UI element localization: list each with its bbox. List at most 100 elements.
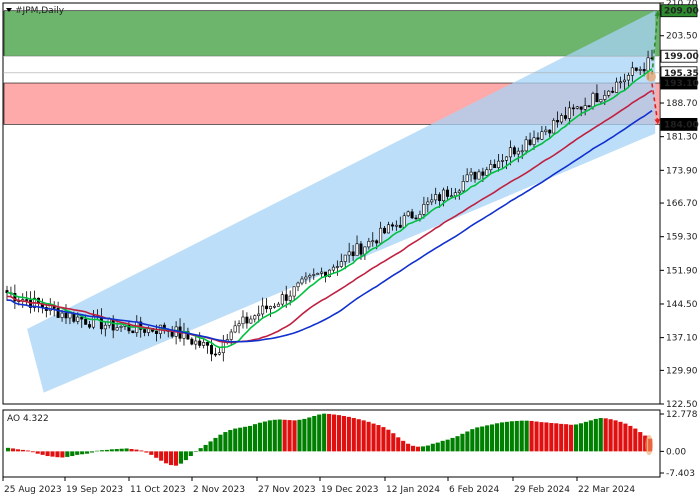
ao-bar [168, 451, 174, 466]
ao-bar [213, 437, 218, 452]
ao-bar [292, 420, 297, 452]
ao-bar [386, 429, 391, 452]
candle-body [115, 327, 119, 331]
candle-body [386, 224, 390, 234]
candle-body [304, 276, 308, 280]
moving-average-1 [6, 89, 653, 344]
ao-bar [267, 420, 272, 452]
candle-body [355, 243, 359, 257]
ao-bar [366, 421, 371, 452]
ao-bar [144, 451, 149, 453]
ao-bar [415, 446, 421, 452]
ao-bar [633, 428, 638, 452]
candle-body [68, 312, 72, 319]
candle-body [76, 316, 80, 322]
candle-body [331, 266, 335, 271]
candle-body [504, 156, 508, 161]
ao-bar [613, 420, 618, 452]
price-tick-label: 122.50 [666, 400, 698, 410]
ao-bar [248, 425, 253, 452]
candle-body [512, 147, 516, 155]
candle-body [292, 286, 296, 297]
ao-bar [608, 419, 613, 452]
ao-bar [15, 449, 21, 452]
candle-body [587, 105, 591, 108]
candle-body [410, 211, 414, 219]
ao-bar [282, 419, 287, 452]
ao-bar [406, 443, 411, 452]
ao-bar [272, 419, 277, 452]
candle-body [390, 224, 394, 227]
moving-average-2 [6, 110, 653, 343]
candle-body [194, 340, 198, 345]
candle-body [13, 293, 17, 302]
ao-bar [198, 448, 203, 452]
candle-body [60, 312, 64, 318]
ao-bar [410, 445, 416, 452]
candle-body [501, 160, 505, 162]
ao-bar [327, 413, 332, 452]
ao-bar [238, 427, 243, 452]
ao-bar [139, 450, 144, 452]
candle-body [599, 99, 603, 103]
ao-bar [10, 448, 16, 452]
time-tick-label: 6 Feb 2024 [449, 485, 500, 495]
ao-bar [381, 427, 386, 452]
time-tick-label: 19 Dec 2023 [321, 485, 379, 495]
ao-bar [80, 451, 85, 455]
ao-bar [618, 421, 623, 452]
candle-body [442, 189, 446, 202]
ao-bar [208, 441, 213, 452]
candle-body [477, 171, 481, 180]
ao-bar [455, 436, 460, 452]
ao-bar [524, 420, 529, 452]
ao-bar [628, 425, 633, 452]
ao-bar [588, 420, 593, 452]
moving-average-0 [6, 68, 653, 349]
candle-body [457, 190, 461, 193]
ao-bar [134, 449, 139, 452]
candle-body [622, 79, 626, 83]
price-tick-label: 188.70 [666, 99, 698, 109]
horizontal-lines-layer [3, 55, 660, 74]
price-marker-label: 209.00 [664, 7, 699, 17]
candle-body [143, 329, 147, 333]
candle-body [493, 164, 497, 168]
candle-body [241, 316, 245, 325]
ao-bar [262, 421, 267, 452]
ao-bar [50, 451, 55, 457]
ao-bar [277, 419, 282, 452]
ao-bar [331, 414, 337, 452]
candle-body [269, 306, 273, 310]
ao-tick-label: 0.00 [666, 447, 686, 457]
ao-bar [302, 418, 307, 452]
ao-bar [435, 442, 440, 452]
price-marker-box [660, 4, 698, 18]
candle-body [339, 261, 343, 267]
price-tick-label: 166.70 [666, 199, 698, 209]
candle-body [465, 174, 469, 182]
ao-bar [20, 449, 25, 452]
candle-body [359, 243, 363, 255]
ao-bar [420, 446, 426, 452]
candle-body [438, 194, 442, 202]
ao-bar [89, 451, 95, 453]
candle-body [249, 318, 253, 324]
ao-bar [243, 426, 248, 452]
candle-body [154, 330, 158, 334]
price-tick-label: 144.50 [666, 300, 698, 310]
ao-bar [356, 419, 361, 452]
candle-body [520, 150, 524, 153]
ao-bar [124, 448, 129, 452]
ao-bar [30, 451, 35, 453]
ao-bar [257, 422, 263, 452]
candle-body [528, 139, 532, 145]
price-marker-box [660, 76, 698, 90]
candle-body [591, 93, 595, 108]
price-tick-label: 151.90 [666, 266, 698, 276]
candle-body [335, 266, 339, 268]
candle-body [213, 353, 217, 356]
candle-body [422, 204, 426, 215]
